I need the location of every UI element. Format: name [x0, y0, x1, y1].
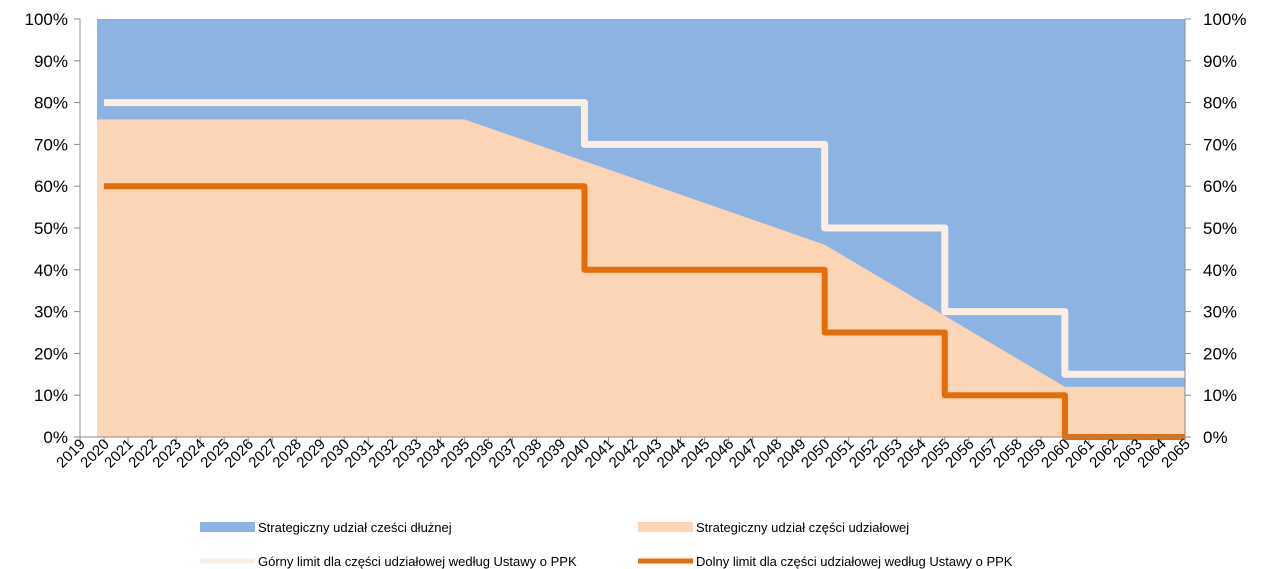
- y-tick-label-right: 30%: [1203, 303, 1237, 322]
- legend-label-debt: Strategiczny udział cześci dłużnej: [258, 520, 452, 535]
- y-axis-left-labels: 0% 10% 20% 30% 40% 50% 60% 70% 80% 90% 100%: [25, 10, 68, 447]
- y-axis-right-labels: 0% 10% 20% 30% 40% 50% 60% 70% 80% 90% 100%: [1203, 10, 1246, 447]
- y-tick-label-right: 80%: [1203, 94, 1237, 113]
- series-lower-limit-line: [104, 183, 1185, 440]
- y-tick-label-left: 90%: [34, 52, 68, 71]
- legend-label-equity: Strategiczny udział części udziałowej: [696, 520, 909, 535]
- y-tick-label-left: 20%: [34, 344, 68, 363]
- y-tick-label-right: 40%: [1203, 261, 1237, 280]
- area-layer: [97, 19, 1186, 437]
- y-tick-label-right: 70%: [1203, 135, 1237, 154]
- x-axis-labels: 2019202020212022202320242025202620272028…: [53, 436, 1194, 472]
- y-tick-label-left: 50%: [34, 219, 68, 238]
- legend-label-upper: Górny limit dla części udziałowej według…: [258, 554, 577, 569]
- y-tick-label-left: 30%: [34, 303, 68, 322]
- line-layer: [104, 99, 1185, 440]
- y-tick-label-left: 40%: [34, 261, 68, 280]
- y-tick-label-right: 50%: [1203, 219, 1237, 238]
- y-tick-label-right: 0%: [1203, 428, 1228, 447]
- y-tick-label-left: 100%: [25, 10, 68, 29]
- legend: Strategiczny udział cześci dłużnej Strate…: [200, 520, 1013, 569]
- y-tick-label-right: 60%: [1203, 177, 1237, 196]
- y-tick-label-right: 100%: [1203, 10, 1246, 29]
- y-tick-label-right: 90%: [1203, 52, 1237, 71]
- y-tick-label-right: 20%: [1203, 344, 1237, 363]
- axes-layer: [74, 18, 1191, 443]
- y-tick-label-left: 80%: [34, 94, 68, 113]
- y-tick-label-left: 10%: [34, 386, 68, 405]
- y-tick-label-left: 70%: [34, 135, 68, 154]
- x-tick-label: 2065: [1158, 436, 1194, 472]
- y-tick-label-left: 60%: [34, 177, 68, 196]
- y-tick-label-left: 0%: [43, 428, 68, 447]
- series-upper-limit-line: [104, 99, 1185, 378]
- legend-label-lower: Dolny limit dla części udziałowej według…: [696, 554, 1013, 569]
- legend-swatch-equity: [638, 522, 693, 532]
- series-equity-area: [97, 119, 1186, 437]
- legend-swatch-debt: [200, 522, 255, 532]
- y-tick-label-right: 10%: [1203, 386, 1237, 405]
